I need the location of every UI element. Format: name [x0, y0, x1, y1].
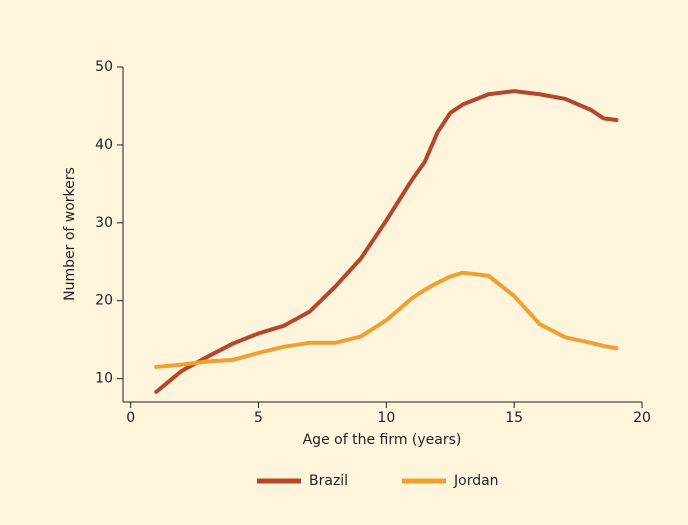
y-axis-label: Number of workers [62, 167, 78, 301]
line-series [154, 270, 619, 369]
y-tick-label: 50 [95, 59, 113, 75]
y-tick-label: 20 [95, 293, 113, 309]
x-tick-label: 5 [254, 410, 263, 426]
legend-label: Jordan [453, 473, 499, 489]
line-series [154, 89, 619, 394]
y-tick-label: 40 [95, 137, 113, 153]
y-tick-label: 10 [95, 371, 113, 387]
y-tick-label: 30 [95, 215, 113, 231]
x-tick-label: 15 [505, 410, 523, 426]
x-tick-label: 0 [126, 410, 135, 426]
x-tick-label: 10 [377, 410, 395, 426]
x-tick-label: 20 [633, 410, 651, 426]
legend-label: Brazil [309, 473, 348, 489]
x-axis-label: Age of the firm (years) [303, 432, 462, 448]
